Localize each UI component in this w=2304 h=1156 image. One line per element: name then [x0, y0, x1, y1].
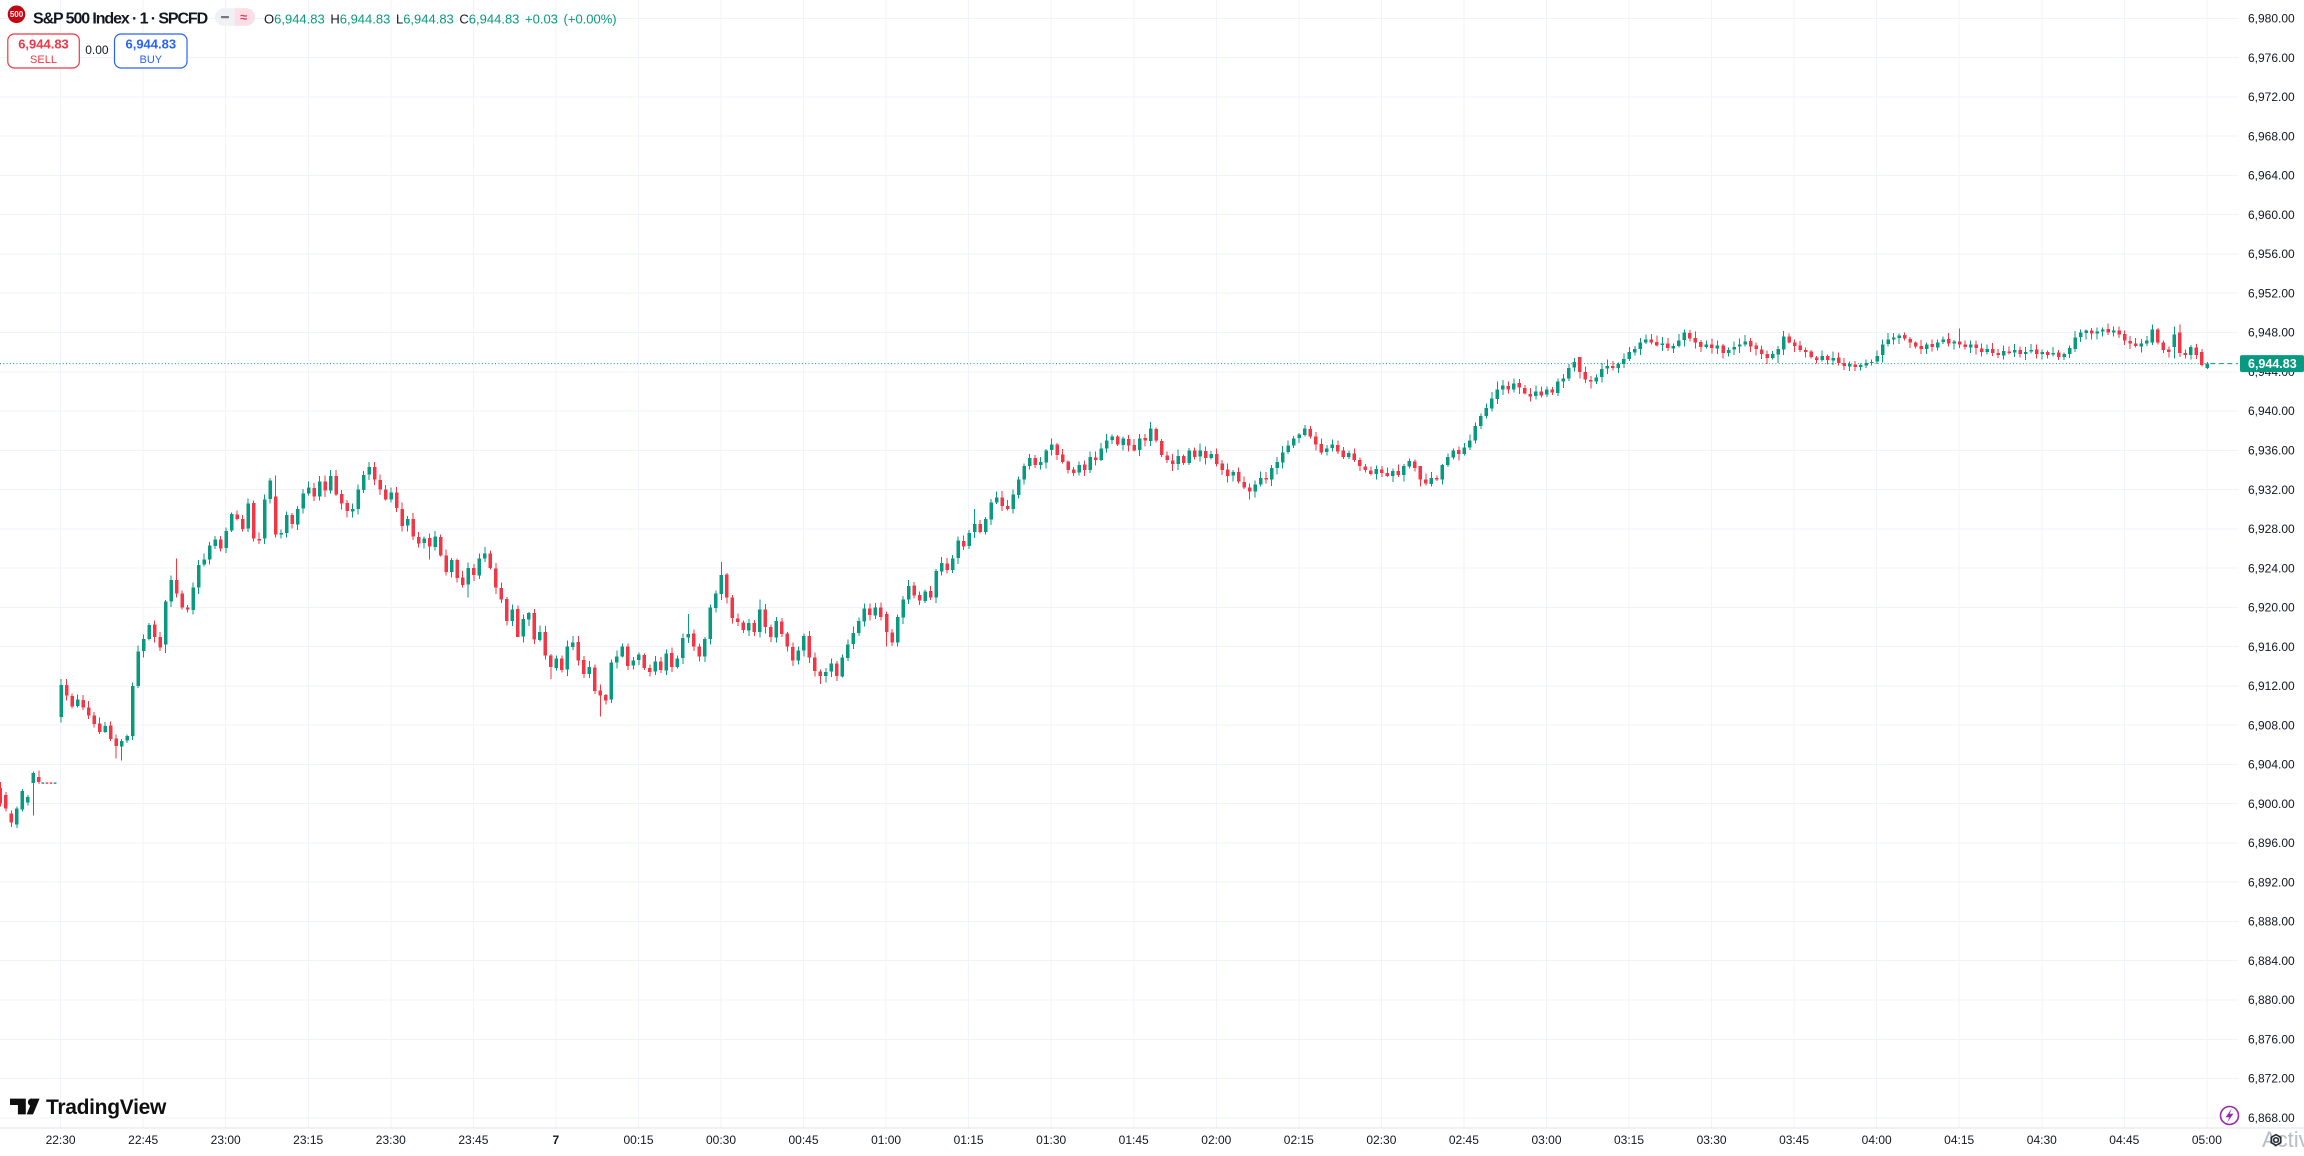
svg-text:6,944.83: 6,944.83 [2248, 357, 2297, 371]
svg-text:04:00: 04:00 [1862, 1133, 1892, 1147]
svg-text:6,880.00: 6,880.00 [2248, 993, 2295, 1007]
svg-text:S&P 500 Index · 1 · SPCFD: S&P 500 Index · 1 · SPCFD [33, 11, 208, 28]
svg-text:6,932.00: 6,932.00 [2248, 483, 2295, 497]
svg-text:00:30: 00:30 [706, 1133, 736, 1147]
svg-text:6,876.00: 6,876.00 [2248, 1033, 2295, 1047]
svg-text:6,944.83: 6,944.83 [18, 37, 69, 52]
svg-text:0.00: 0.00 [85, 43, 109, 57]
svg-text:6,948.00: 6,948.00 [2248, 326, 2295, 340]
svg-text:7: 7 [553, 1133, 560, 1147]
svg-text:6,940.00: 6,940.00 [2248, 404, 2295, 418]
svg-text:23:15: 23:15 [293, 1133, 323, 1147]
svg-text:03:45: 03:45 [1779, 1133, 1809, 1147]
svg-text:6,916.00: 6,916.00 [2248, 640, 2295, 654]
svg-text:≈: ≈ [240, 10, 247, 25]
svg-text:01:30: 01:30 [1036, 1133, 1066, 1147]
svg-text:23:00: 23:00 [211, 1133, 241, 1147]
svg-text:01:15: 01:15 [954, 1133, 984, 1147]
svg-text:6,872.00: 6,872.00 [2248, 1072, 2295, 1086]
svg-text:6,888.00: 6,888.00 [2248, 915, 2295, 929]
svg-text:500: 500 [10, 10, 24, 19]
svg-text:6,904.00: 6,904.00 [2248, 758, 2295, 772]
svg-text:02:30: 02:30 [1366, 1133, 1396, 1147]
svg-text:6,920.00: 6,920.00 [2248, 601, 2295, 615]
svg-text:00:45: 00:45 [788, 1133, 818, 1147]
svg-text:TradingView: TradingView [46, 1096, 167, 1119]
svg-text:04:45: 04:45 [2109, 1133, 2139, 1147]
svg-text:6,964.00: 6,964.00 [2248, 169, 2295, 183]
svg-text:02:45: 02:45 [1449, 1133, 1479, 1147]
svg-text:6,908.00: 6,908.00 [2248, 718, 2295, 732]
svg-text:02:00: 02:00 [1201, 1133, 1231, 1147]
svg-text:6,900.00: 6,900.00 [2248, 797, 2295, 811]
svg-text:04:30: 04:30 [2027, 1133, 2057, 1147]
svg-text:6,936.00: 6,936.00 [2248, 444, 2295, 458]
svg-text:05:00: 05:00 [2192, 1133, 2222, 1147]
svg-text:BUY: BUY [139, 54, 162, 66]
svg-text:02:15: 02:15 [1284, 1133, 1314, 1147]
svg-text:23:30: 23:30 [376, 1133, 406, 1147]
svg-text:01:00: 01:00 [871, 1133, 901, 1147]
svg-text:22:45: 22:45 [128, 1133, 158, 1147]
svg-text:6,912.00: 6,912.00 [2248, 679, 2295, 693]
svg-text:6,972.00: 6,972.00 [2248, 90, 2295, 104]
svg-text:SELL: SELL [30, 54, 57, 66]
svg-text:6,884.00: 6,884.00 [2248, 954, 2295, 968]
svg-text:O6,944.83 H6,944.83 L6,944.83: O6,944.83 H6,944.83 L6,944.83 C6,944.83 … [264, 12, 617, 27]
svg-text:6,976.00: 6,976.00 [2248, 51, 2295, 65]
svg-text:6,952.00: 6,952.00 [2248, 286, 2295, 300]
svg-text:Activ: Activ [2262, 1127, 2304, 1152]
svg-text:6,928.00: 6,928.00 [2248, 522, 2295, 536]
svg-text:03:00: 03:00 [1531, 1133, 1561, 1147]
svg-text:6,956.00: 6,956.00 [2248, 247, 2295, 261]
svg-text:01:45: 01:45 [1119, 1133, 1149, 1147]
svg-text:04:15: 04:15 [1944, 1133, 1974, 1147]
svg-text:22:30: 22:30 [46, 1133, 76, 1147]
svg-text:03:15: 03:15 [1614, 1133, 1644, 1147]
svg-text:00:15: 00:15 [623, 1133, 653, 1147]
svg-text:6,924.00: 6,924.00 [2248, 561, 2295, 575]
svg-text:03:30: 03:30 [1697, 1133, 1727, 1147]
svg-text:6,868.00: 6,868.00 [2248, 1111, 2295, 1125]
svg-text:6,980.00: 6,980.00 [2248, 12, 2295, 26]
svg-text:6,968.00: 6,968.00 [2248, 129, 2295, 143]
svg-text:6,944.83: 6,944.83 [125, 37, 176, 52]
svg-text:23:45: 23:45 [458, 1133, 488, 1147]
svg-text:6,892.00: 6,892.00 [2248, 875, 2295, 889]
svg-text:6,896.00: 6,896.00 [2248, 836, 2295, 850]
svg-text:6,960.00: 6,960.00 [2248, 208, 2295, 222]
